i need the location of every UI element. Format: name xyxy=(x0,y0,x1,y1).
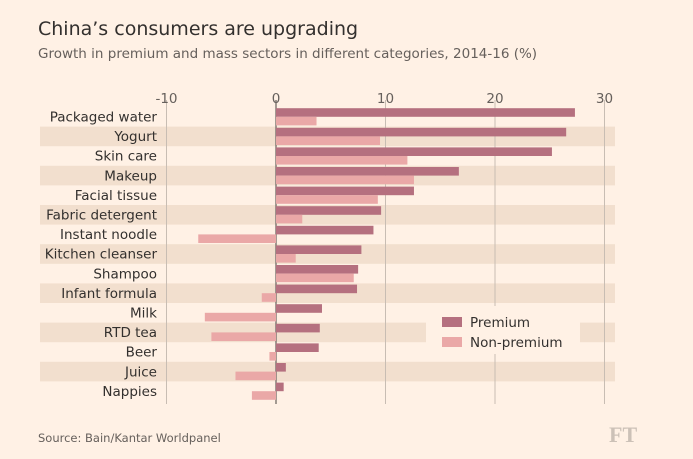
non-premium-bar xyxy=(276,156,408,165)
legend-swatch-non-premium xyxy=(442,337,462,347)
premium-bar xyxy=(276,225,374,235)
premium-bar xyxy=(276,127,567,137)
non-premium-bar xyxy=(276,175,414,185)
non-premium-bar xyxy=(204,312,276,322)
category-label: Makeup xyxy=(104,168,157,184)
category-label: Skin care xyxy=(95,149,157,165)
x-tick-label: 0 xyxy=(272,91,281,107)
x-tick-label: -10 xyxy=(155,91,177,107)
legend-label-non-premium: Non-premium xyxy=(470,335,563,351)
legend-label-premium: Premium xyxy=(470,315,530,331)
category-label: RTD tea xyxy=(104,325,157,341)
non-premium-bar xyxy=(251,391,276,400)
premium-bar xyxy=(276,284,358,294)
non-premium-bar xyxy=(235,371,276,381)
premium-bar xyxy=(276,382,284,392)
premium-bar xyxy=(276,323,320,333)
premium-bar xyxy=(276,265,359,274)
category-label: Yogurt xyxy=(113,129,157,145)
category-label: Fabric detergent xyxy=(46,208,157,224)
non-premium-bar xyxy=(276,116,317,126)
premium-bar xyxy=(276,147,552,156)
x-tick-label: 30 xyxy=(596,91,613,107)
non-premium-bar xyxy=(276,254,296,263)
category-label: Beer xyxy=(126,345,158,361)
premium-bar xyxy=(276,363,286,372)
x-tick-label: 10 xyxy=(377,91,394,107)
non-premium-bar xyxy=(276,136,381,145)
category-label: Shampoo xyxy=(93,266,157,282)
category-label: Nappies xyxy=(102,384,157,400)
chart-title: China’s consumers are upgrading xyxy=(38,18,359,40)
source-note: Source: Bain/Kantar Worldpanel xyxy=(38,431,221,445)
non-premium-bar xyxy=(211,332,276,341)
x-tick-label: 20 xyxy=(486,91,503,107)
category-label: Instant noodle xyxy=(60,227,157,243)
premium-bar xyxy=(276,186,414,196)
premium-bar xyxy=(276,108,575,117)
non-premium-bar xyxy=(276,195,378,204)
category-label: Kitchen cleanser xyxy=(45,247,158,263)
premium-bar xyxy=(276,304,322,313)
non-premium-bar xyxy=(276,214,303,224)
category-label: Juice xyxy=(124,364,157,380)
chart-subtitle: Growth in premium and mass sectors in di… xyxy=(38,46,538,62)
legend-swatch-premium xyxy=(442,317,462,327)
non-premium-bar xyxy=(261,293,276,302)
category-label: Facial tissue xyxy=(75,188,157,204)
category-label: Infant formula xyxy=(61,286,157,302)
row-band xyxy=(40,361,615,382)
ft-logo: FT xyxy=(609,422,638,447)
premium-bar xyxy=(276,206,382,215)
non-premium-bar xyxy=(276,273,354,283)
category-label: Milk xyxy=(130,306,157,322)
premium-bar xyxy=(276,245,362,254)
non-premium-bar xyxy=(198,234,276,243)
premium-bar xyxy=(276,343,319,352)
category-label: Packaged water xyxy=(50,110,158,126)
premium-bar xyxy=(276,167,459,176)
non-premium-bar xyxy=(269,352,276,361)
